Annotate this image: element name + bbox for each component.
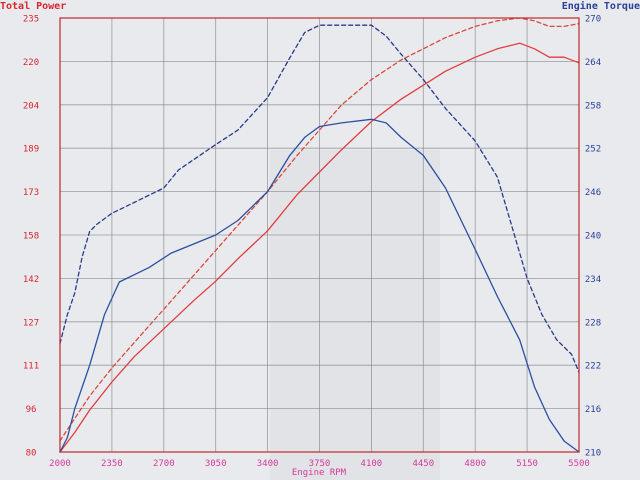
x-tick-label: 2700 — [153, 459, 175, 469]
power-solid-series-line — [59, 42, 580, 453]
y-right-tick-label: 234 — [585, 275, 601, 285]
x-tick-label: 5500 — [568, 459, 590, 469]
y-right-tick-label: 222 — [585, 362, 601, 372]
x-tick-label: 3750 — [309, 459, 331, 469]
y-left-tick-label: 235 — [23, 15, 39, 25]
y-right-tick-label: 270 — [585, 15, 601, 25]
grid — [60, 18, 579, 452]
x-tick-label: 3050 — [205, 459, 227, 469]
y-left-tick-label: 142 — [23, 275, 39, 285]
series-layer — [59, 17, 580, 453]
x-axis-title: Engine RPM — [292, 468, 347, 478]
y-left-tick-label: 220 — [23, 58, 39, 68]
y-left-axis-title: Total Power — [0, 1, 66, 12]
y-right-tick-label: 264 — [585, 58, 601, 68]
y-right-tick-label: 210 — [585, 449, 601, 459]
y-right-tick-label: 258 — [585, 101, 601, 111]
torque-solid-series-line — [59, 118, 580, 453]
x-tick-label: 4800 — [464, 459, 486, 469]
y-right-tick-label: 246 — [585, 188, 601, 198]
x-tick-label: 3400 — [257, 459, 279, 469]
y-right-axis-title: Engine Torque — [562, 0, 640, 12]
torque-dashed-series-line — [59, 24, 580, 374]
y-left-tick-label: 158 — [23, 232, 39, 242]
chart-background-shade — [270, 150, 440, 480]
y-left-tick-label: 127 — [23, 318, 39, 328]
power-dashed-series-line — [59, 17, 580, 442]
plot-frame — [59, 17, 580, 453]
y-left-tick-label: 189 — [23, 145, 39, 155]
tick-labels: 2000 2350 2700 3050 3400 3750 4100 4450 4800 5150… — [23, 15, 601, 470]
y-right-tick-label: 216 — [585, 405, 601, 415]
y-left-tick-label: 111 — [23, 362, 39, 372]
y-left-tick-label: 173 — [23, 188, 39, 198]
y-right-tick-label: 240 — [585, 232, 601, 242]
x-tick-label: 4100 — [361, 459, 383, 469]
y-left-tick-label: 204 — [23, 101, 39, 111]
x-tick-label: 5150 — [516, 459, 538, 469]
x-tick-label: 4450 — [412, 459, 434, 469]
x-tick-label: 2350 — [101, 459, 123, 469]
y-left-tick-label: 96 — [26, 405, 37, 415]
y-right-tick-label: 228 — [585, 318, 601, 328]
y-left-tick-label: 80 — [26, 449, 37, 459]
y-right-tick-label: 252 — [585, 145, 601, 155]
x-tick-label: 2000 — [49, 459, 71, 469]
